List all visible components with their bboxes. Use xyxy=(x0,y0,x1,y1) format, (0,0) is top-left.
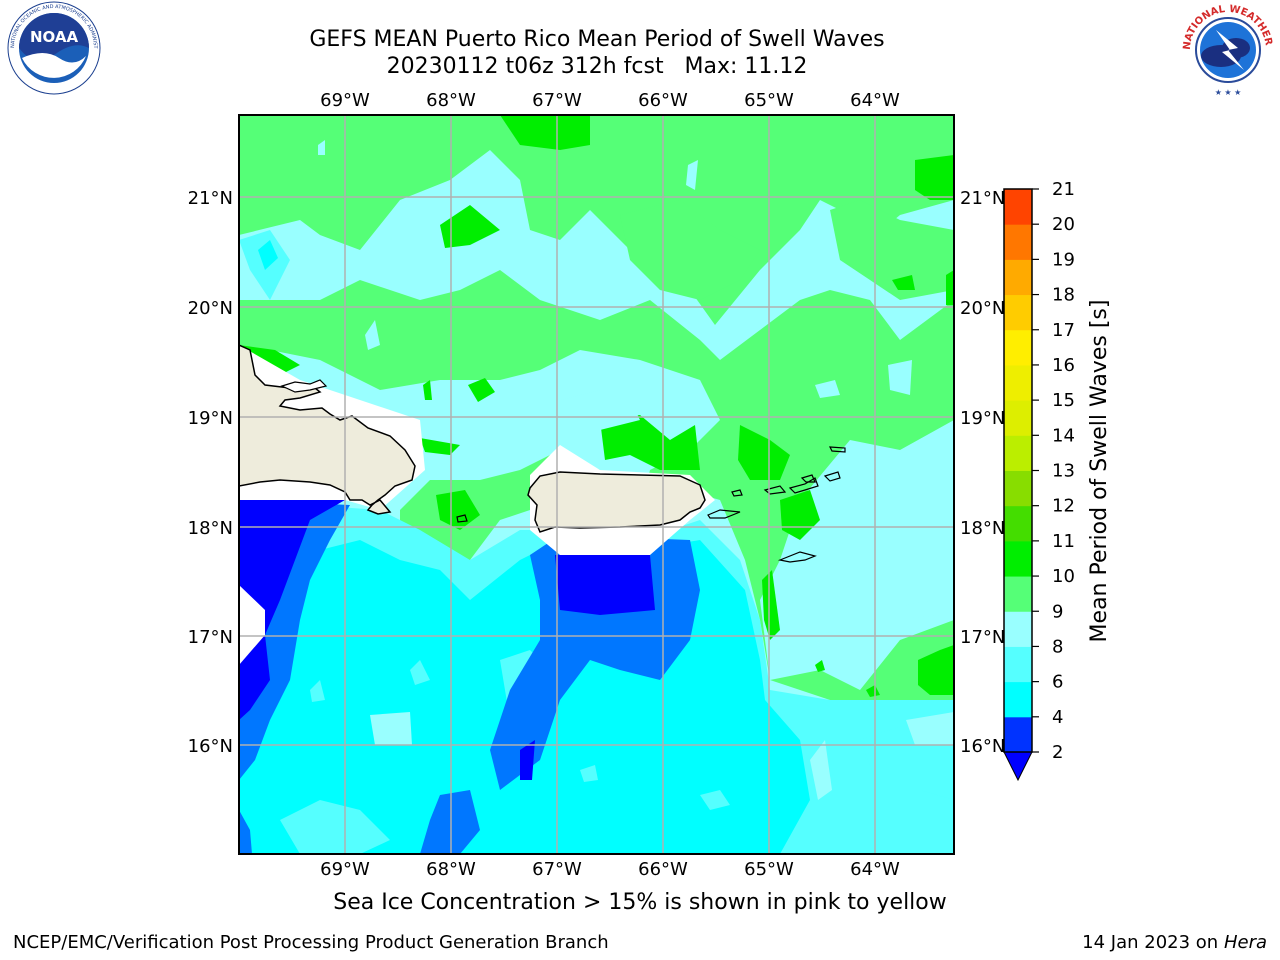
lon-label: 66°W xyxy=(638,859,688,880)
colorbar-tick-label: 17 xyxy=(1052,320,1075,341)
colorbar-tick-label: 15 xyxy=(1052,390,1075,411)
lon-label: 64°W xyxy=(850,859,900,880)
svg-text:NOAA: NOAA xyxy=(30,28,79,46)
colorbar-tick-label: 12 xyxy=(1052,496,1075,517)
colorbar-tick-label: 13 xyxy=(1052,461,1075,482)
lon-label: 67°W xyxy=(532,90,582,111)
colorbar-under-arrow xyxy=(1003,751,1033,782)
colorbar-tick-label: 4 xyxy=(1052,707,1063,728)
lon-label: 66°W xyxy=(638,90,688,111)
footer-date-text: 14 Jan 2023 on xyxy=(1082,932,1224,953)
colorbar-segment xyxy=(1004,400,1032,436)
colorbar-tick-label: 20 xyxy=(1052,214,1075,235)
map-frame xyxy=(238,114,955,855)
lat-label: 21°N xyxy=(960,188,1005,209)
graticule xyxy=(239,115,954,854)
lon-labels-bottom: 69°W 68°W 67°W 66°W 65°W 64°W xyxy=(320,859,900,880)
colorbar-tick-label: 21 xyxy=(1052,179,1075,200)
colorbar-tick-label: 18 xyxy=(1052,285,1075,306)
nws-logo: NATIONAL WEATHER SERVICE ★ ★ ★ xyxy=(1178,0,1274,97)
lon-label: 68°W xyxy=(426,859,476,880)
footer-host: Hera xyxy=(1223,932,1267,953)
lat-labels-left: 21°N 20°N 19°N 18°N 17°N 16°N xyxy=(188,188,233,757)
lat-labels-right: 21°N 20°N 19°N 18°N 17°N 16°N xyxy=(960,188,1005,757)
footer-branch: NCEP/EMC/Verification Post Processing Pr… xyxy=(13,932,609,953)
colorbar-segment xyxy=(1004,189,1032,225)
colorbar-tick-label: 9 xyxy=(1052,601,1063,622)
colorbar-tick-label: 19 xyxy=(1052,249,1075,270)
colorbar-segment xyxy=(1004,435,1032,471)
lon-label: 65°W xyxy=(744,90,794,111)
colorbar-segment xyxy=(1004,470,1032,507)
footer-date: 14 Jan 2023 on Hera xyxy=(1082,932,1267,953)
lat-label: 20°N xyxy=(960,298,1005,319)
colorbar-segment xyxy=(1004,716,1032,753)
lon-label: 64°W xyxy=(850,90,900,111)
lat-label: 16°N xyxy=(960,736,1005,757)
lat-label: 17°N xyxy=(188,627,233,648)
lon-label: 65°W xyxy=(744,859,794,880)
colorbar-segment xyxy=(1004,611,1032,647)
lon-label: 69°W xyxy=(320,90,370,111)
colorbar-segment xyxy=(1004,505,1032,542)
colorbar-segment xyxy=(1004,646,1032,683)
noaa-logo: NOAA NATIONAL OCEANIC AND ATMOSPHERIC AD… xyxy=(4,0,101,95)
colorbar-tick-label: 10 xyxy=(1052,566,1075,587)
colorbar-segment xyxy=(1004,329,1032,366)
map-field xyxy=(239,115,954,854)
lat-label: 19°N xyxy=(960,408,1005,429)
svg-text:★ ★ ★: ★ ★ ★ xyxy=(1215,88,1242,97)
title-line-1: GEFS MEAN Puerto Rico Mean Period of Swe… xyxy=(309,27,885,52)
colorbar-segment xyxy=(1004,294,1032,331)
lat-label: 16°N xyxy=(188,736,233,757)
colorbar-tick-label: 14 xyxy=(1052,425,1075,446)
lon-label: 67°W xyxy=(532,859,582,880)
lat-label: 20°N xyxy=(188,298,233,319)
sea-ice-caption: Sea Ice Concentration > 15% is shown in … xyxy=(333,890,947,915)
colorbar-segment xyxy=(1004,576,1032,612)
lon-label: 68°W xyxy=(426,90,476,111)
colorbar-segment xyxy=(1004,259,1032,296)
colorbar-segment xyxy=(1004,364,1032,401)
lat-label: 18°N xyxy=(188,518,233,539)
colorbar-tick-label: 11 xyxy=(1052,531,1075,552)
lat-label: 17°N xyxy=(960,627,1005,648)
colorbar-segment xyxy=(1004,224,1032,260)
lon-label: 69°W xyxy=(320,859,370,880)
colorbar-tick-label: 6 xyxy=(1052,672,1063,693)
colorbar-tick-label: 2 xyxy=(1052,742,1063,763)
lat-label: 19°N xyxy=(188,408,233,429)
colorbar-segment xyxy=(1004,681,1032,718)
colorbar-tick-label: 16 xyxy=(1052,355,1075,376)
colorbar-tick-label: 8 xyxy=(1052,636,1063,657)
colorbar: 2 4 6 8 9 10 11 12 13 14 15 16 17 18 19 20 21 xyxy=(1003,179,1075,782)
colorbar-segment xyxy=(1004,540,1032,577)
lon-labels-top: 69°W 68°W 67°W 66°W 65°W 64°W xyxy=(320,90,900,111)
colorbar-label: Mean Period of Swell Waves [s] xyxy=(1087,300,1112,643)
title-line-2: 20230112 t06z 312h fcst Max: 11.12 xyxy=(386,54,808,79)
lat-label: 18°N xyxy=(960,518,1005,539)
lat-label: 21°N xyxy=(188,188,233,209)
